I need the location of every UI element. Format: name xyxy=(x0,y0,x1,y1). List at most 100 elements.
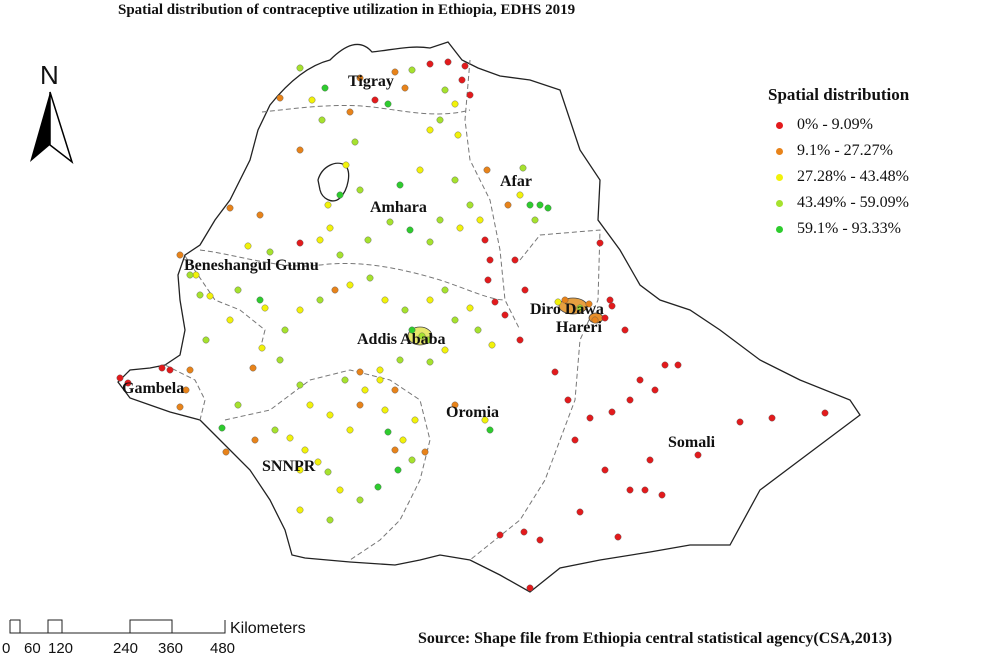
survey-point xyxy=(519,164,527,172)
survey-point xyxy=(186,271,194,279)
survey-point xyxy=(326,516,334,524)
survey-point xyxy=(571,436,579,444)
survey-point xyxy=(249,364,257,372)
survey-point xyxy=(488,341,496,349)
survey-point xyxy=(206,292,214,300)
survey-point xyxy=(561,296,569,304)
survey-point xyxy=(531,216,539,224)
scale-tick-label: 360 xyxy=(158,640,184,657)
survey-point xyxy=(356,496,364,504)
survey-point xyxy=(426,238,434,246)
survey-point xyxy=(186,366,194,374)
north-label: N xyxy=(40,60,59,90)
north-arrow-left xyxy=(30,92,50,162)
survey-point xyxy=(504,201,512,209)
survey-point xyxy=(301,446,309,454)
legend-item-label: 27.28% - 43.48% xyxy=(797,168,909,185)
survey-point xyxy=(381,296,389,304)
scale-tick-label: 0 xyxy=(2,640,11,657)
survey-point xyxy=(576,304,584,312)
survey-point xyxy=(376,366,384,374)
legend-item: 9.1% - 27.27% xyxy=(770,138,909,164)
scale-bar-top xyxy=(10,619,226,634)
survey-point xyxy=(441,86,449,94)
legend-item-label: 43.49% - 59.09% xyxy=(797,194,909,211)
survey-point xyxy=(418,332,426,340)
survey-point xyxy=(296,239,304,247)
survey-point xyxy=(321,84,329,92)
survey-point xyxy=(261,304,269,312)
survey-point xyxy=(626,396,634,404)
survey-point xyxy=(626,486,634,494)
country-outline xyxy=(117,41,861,593)
legend-title: Spatial distribution xyxy=(768,85,910,104)
survey-point xyxy=(351,138,359,146)
survey-point xyxy=(234,286,242,294)
lake-tana xyxy=(317,162,350,202)
survey-point xyxy=(176,251,184,259)
survey-point xyxy=(484,276,492,284)
survey-point xyxy=(591,316,599,324)
region-label-dire-dawa: Diro Dawa xyxy=(530,301,604,318)
survey-point xyxy=(451,176,459,184)
survey-point xyxy=(326,224,334,232)
survey-point xyxy=(158,364,166,372)
survey-point xyxy=(521,286,529,294)
survey-point xyxy=(256,211,264,219)
survey-point xyxy=(585,300,593,308)
survey-point xyxy=(516,191,524,199)
survey-point xyxy=(476,216,484,224)
survey-point xyxy=(456,224,464,232)
survey-point xyxy=(641,486,649,494)
scale-tick-label: 60 xyxy=(24,640,41,657)
survey-point xyxy=(426,358,434,366)
survey-point xyxy=(341,376,349,384)
survey-point xyxy=(424,336,432,344)
survey-point xyxy=(406,226,414,234)
survey-point xyxy=(614,533,622,541)
survey-point xyxy=(226,316,234,324)
boundary-afar xyxy=(464,59,521,331)
survey-point xyxy=(271,426,279,434)
survey-point xyxy=(408,326,416,334)
survey-point xyxy=(554,298,562,306)
survey-point xyxy=(258,344,266,352)
survey-point xyxy=(474,326,482,334)
survey-point xyxy=(366,274,374,282)
survey-point xyxy=(821,409,829,417)
survey-point xyxy=(356,186,364,194)
survey-point xyxy=(331,286,339,294)
scale-tick-label: 120 xyxy=(48,640,74,657)
survey-point xyxy=(608,408,616,416)
legend: 0% - 9.09% 9.1% - 27.27% 27.28% - 43.48%… xyxy=(770,112,909,242)
map-title: Spatial distribution of contraceptive ut… xyxy=(118,2,576,18)
survey-point xyxy=(526,584,534,592)
survey-point xyxy=(266,248,274,256)
survey-point xyxy=(361,386,369,394)
survey-point xyxy=(401,306,409,314)
survey-point xyxy=(202,336,210,344)
survey-point xyxy=(346,281,354,289)
survey-point xyxy=(426,126,434,134)
survey-point xyxy=(411,416,419,424)
north-arrow xyxy=(30,91,74,165)
survey-point xyxy=(636,376,644,384)
scale-unit-label: Kilometers xyxy=(230,620,306,637)
survey-point xyxy=(441,286,449,294)
survey-point xyxy=(308,96,316,104)
survey-point xyxy=(436,216,444,224)
survey-point xyxy=(416,166,424,174)
survey-point xyxy=(296,381,304,389)
survey-point xyxy=(516,336,524,344)
survey-point xyxy=(234,401,242,409)
survey-point xyxy=(401,84,409,92)
survey-point xyxy=(318,116,326,124)
survey-point xyxy=(316,236,324,244)
region-label-afar: Afar xyxy=(500,173,532,190)
survey-point xyxy=(444,58,452,66)
legend-dot-icon xyxy=(776,121,783,129)
legend-item-label: 59.1% - 93.33% xyxy=(797,220,901,237)
survey-point xyxy=(601,314,609,322)
legend-dot-icon xyxy=(776,173,783,181)
region-label-gambela: Gambela xyxy=(122,380,184,397)
